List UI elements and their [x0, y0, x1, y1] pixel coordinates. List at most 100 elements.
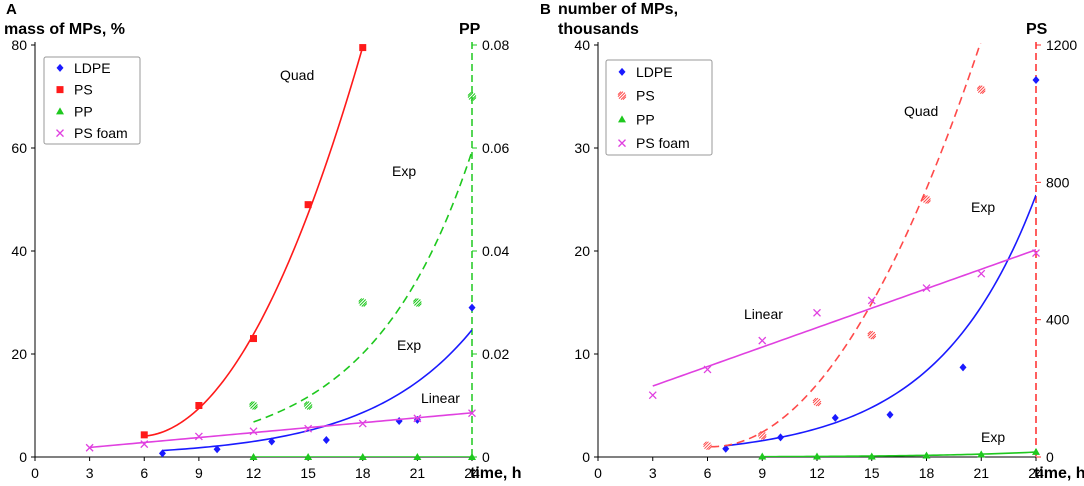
data-point: [249, 427, 258, 436]
data-point: [303, 401, 313, 410]
x-tick-label: 0: [594, 465, 602, 481]
fit-label: Linear: [744, 306, 783, 322]
fit-label: Quad: [280, 67, 314, 83]
data-point: [1032, 447, 1040, 455]
fit-curve: [144, 46, 364, 437]
data-point: [358, 419, 367, 428]
y2-axis-title: PS: [1026, 21, 1048, 38]
x-tick-label: 9: [758, 465, 766, 481]
legend-marker: [56, 107, 64, 115]
data-point: [413, 414, 422, 423]
y-tick-label: 20: [11, 346, 27, 362]
fit-label: Exp: [971, 199, 995, 215]
y2-tick-label: 0.04: [482, 243, 509, 259]
data-point: [703, 365, 712, 374]
data-point: [468, 409, 476, 418]
fit-curve: [89, 412, 472, 449]
data-point: [467, 92, 477, 101]
data-point: [922, 284, 931, 293]
y2-tick-label: 0: [482, 449, 490, 465]
data-point: [195, 402, 203, 409]
fit-label: Exp: [397, 337, 421, 353]
data-point: [468, 303, 476, 312]
data-point: [140, 431, 148, 439]
data-point: [867, 330, 877, 340]
data-point: [158, 449, 166, 458]
y-tick-label: 10: [574, 346, 590, 362]
fit-curve: [762, 451, 1036, 457]
data-point: [194, 432, 203, 441]
fit-curve: [162, 329, 472, 452]
fit-curve: [253, 151, 472, 423]
data-point: [304, 424, 313, 433]
data-point: [813, 308, 821, 317]
data-point: [213, 445, 221, 454]
y2-tick-label: 1200: [1046, 37, 1077, 53]
y2-tick-label: 0.02: [482, 346, 509, 362]
data-point: [722, 444, 730, 453]
data-point: [358, 298, 368, 307]
x-tick-label: 0: [31, 465, 39, 481]
legend-label: LDPE: [74, 60, 111, 76]
data-point: [268, 437, 276, 446]
y2-tick-label: 800: [1046, 174, 1070, 190]
data-point: [959, 363, 967, 372]
legend-marker: [56, 63, 64, 72]
data-point: [813, 452, 821, 460]
y2-tick-label: 0: [1046, 449, 1054, 465]
data-point: [831, 413, 839, 422]
data-point: [922, 451, 931, 459]
data-point: [413, 298, 422, 307]
data-point: [413, 453, 422, 460]
y-tick-label: 0: [582, 449, 590, 465]
legend-marker: [618, 115, 626, 123]
legend-marker: [56, 86, 64, 94]
series-ps: Quad: [140, 44, 367, 439]
panel-label: B: [540, 1, 551, 18]
data-point: [812, 397, 822, 407]
series-ldpe: Exp: [722, 76, 1040, 453]
panel-label: A: [6, 1, 17, 18]
data-point: [250, 335, 257, 343]
series-pp-right-axis: Exp: [249, 92, 477, 423]
data-point: [468, 453, 476, 460]
legend-marker: [56, 129, 64, 138]
data-point: [922, 195, 931, 204]
legend-label: PS: [636, 88, 655, 104]
x-axis-title: time, h: [1034, 465, 1084, 482]
legend-label: PS foam: [74, 125, 128, 141]
data-point: [304, 201, 312, 209]
series-ps: Quad: [703, 43, 986, 451]
data-point: [359, 44, 367, 52]
series-pp: [249, 453, 476, 460]
fit-curve: [711, 43, 982, 448]
data-point: [395, 416, 403, 425]
legend-marker: [618, 67, 626, 76]
data-point: [304, 453, 313, 460]
fit-label: Exp: [392, 163, 416, 179]
data-point: [85, 443, 94, 452]
data-point: [867, 296, 876, 305]
legend-label: PS foam: [636, 135, 690, 151]
y-tick-label: 40: [11, 243, 27, 259]
y-tick-label: 60: [11, 140, 27, 156]
data-point: [1032, 249, 1040, 258]
y2-tick-label: 400: [1046, 312, 1070, 328]
x-tick-label: 15: [864, 465, 880, 481]
data-point: [322, 436, 330, 445]
y-tick-label: 30: [574, 140, 590, 156]
data-point: [757, 431, 767, 440]
fit-label: Linear: [421, 390, 460, 406]
x-tick-label: 15: [300, 465, 316, 481]
data-point: [648, 391, 657, 400]
x-tick-label: 3: [649, 465, 657, 481]
x-tick-label: 12: [246, 465, 262, 481]
legend-marker: [618, 139, 626, 148]
fit-curve: [652, 249, 1036, 387]
legend-label: PP: [74, 103, 93, 119]
x-tick-label: 18: [355, 465, 371, 481]
x-tick-label: 12: [809, 465, 825, 481]
